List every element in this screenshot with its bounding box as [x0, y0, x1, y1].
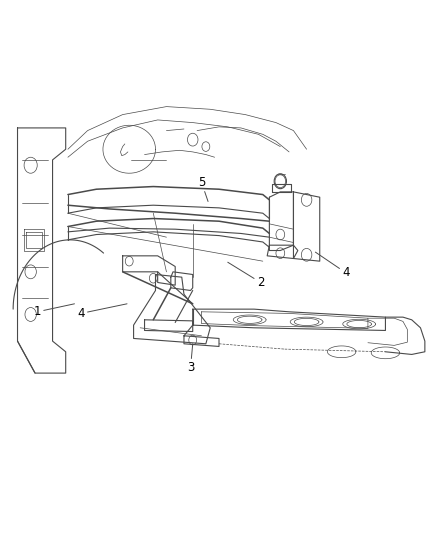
- Text: 5: 5: [198, 176, 208, 201]
- Text: 4: 4: [77, 304, 127, 320]
- Text: 1: 1: [33, 304, 74, 318]
- Text: 3: 3: [187, 344, 194, 374]
- Text: 2: 2: [228, 262, 265, 289]
- Text: 4: 4: [315, 252, 350, 279]
